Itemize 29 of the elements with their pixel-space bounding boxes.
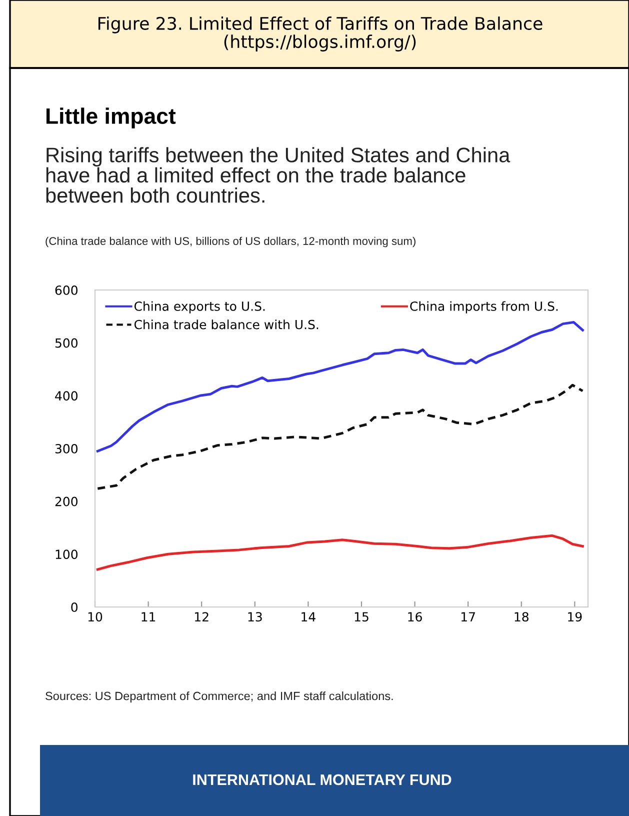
text: Rising tariffs between the United States and China have had a limited effect on the trade balance between both countries. — [46, 147, 510, 203]
x-tick-label: 12 — [195, 612, 208, 622]
y-tick-label: 500 — [55, 338, 78, 348]
y-tick-label: 400 — [55, 391, 78, 401]
legend-label: China imports from U.S. — [410, 301, 558, 314]
x-tick-label: 11 — [142, 612, 156, 622]
x-tick-label: 10 — [88, 612, 102, 622]
y-tick-label: 200 — [55, 496, 78, 506]
legend-label: China exports to U.S. — [134, 301, 265, 314]
x-tick-label: 17 — [462, 612, 475, 622]
line-series — [96, 384, 584, 490]
line-series — [96, 320, 584, 452]
line-series — [96, 534, 584, 571]
x-tick-label: 16 — [408, 612, 422, 622]
x-tick-label: 18 — [514, 612, 528, 622]
y-tick-label: 600 — [55, 285, 78, 295]
y-tick-label: 0 — [71, 602, 78, 612]
x-tick-label: 14 — [302, 612, 316, 622]
x-tick-label: 13 — [248, 612, 262, 622]
y-tick-label: 300 — [55, 444, 78, 454]
chart-title: Figure 23. Limited Effect of Tariffs on Trade Balance (https://blogs.imf.org/) — [98, 16, 542, 52]
x-tick-label: 19 — [568, 612, 582, 622]
text: INTERNATIONAL MONETARY FUND — [193, 774, 452, 786]
text: (China trade balance with US, billions of US dollars, 12-month moving sum) — [46, 236, 416, 248]
x-tick-label: 15 — [354, 612, 368, 622]
y-tick-label: 100 — [56, 550, 78, 560]
source-note: Sources: US Department of Commerce; and IMF staff calculations. — [46, 691, 393, 703]
chart-subtitle: Little impact — [46, 108, 176, 128]
legend-label: China trade balance with U.S. — [134, 320, 318, 330]
